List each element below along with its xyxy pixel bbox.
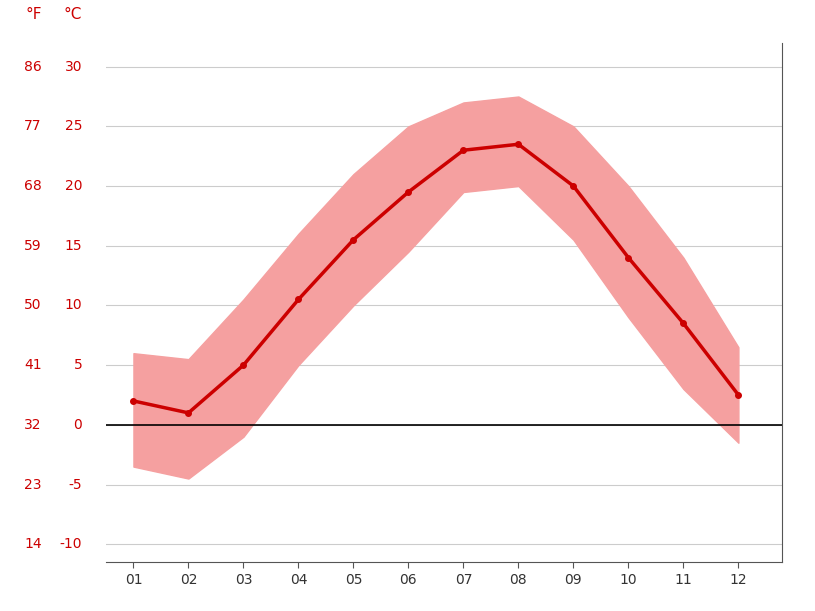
Text: 32: 32: [24, 418, 42, 432]
Text: -5: -5: [68, 478, 82, 491]
Text: 77: 77: [24, 119, 42, 133]
Text: 50: 50: [24, 298, 42, 312]
Text: 86: 86: [24, 60, 42, 74]
Text: 0: 0: [73, 418, 82, 432]
Text: 23: 23: [24, 478, 42, 491]
Text: 30: 30: [64, 60, 82, 74]
Text: 15: 15: [64, 239, 82, 253]
Text: °F: °F: [25, 7, 42, 22]
Text: 5: 5: [73, 358, 82, 372]
Text: 20: 20: [64, 179, 82, 193]
Text: 10: 10: [64, 298, 82, 312]
Text: 14: 14: [24, 537, 42, 551]
Text: -10: -10: [59, 537, 82, 551]
Text: 68: 68: [24, 179, 42, 193]
Text: 59: 59: [24, 239, 42, 253]
Text: 25: 25: [64, 119, 82, 133]
Text: 41: 41: [24, 358, 42, 372]
Text: °C: °C: [64, 7, 82, 22]
